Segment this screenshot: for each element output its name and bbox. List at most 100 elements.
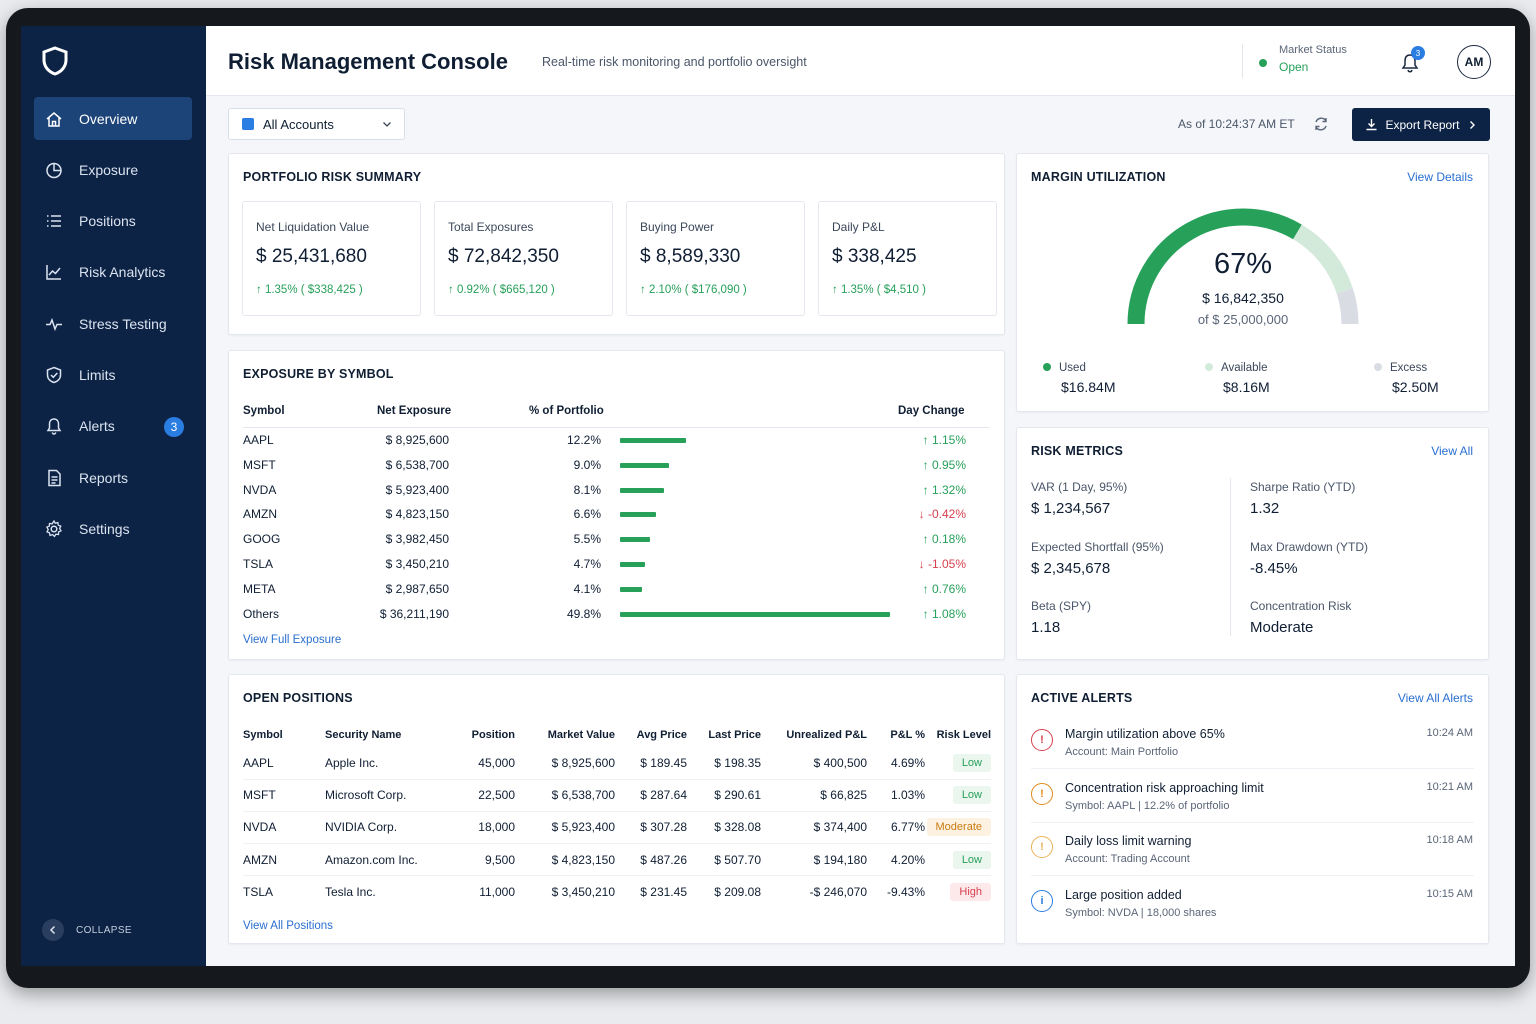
user-avatar[interactable]: AM xyxy=(1457,45,1491,79)
exposure-row[interactable]: NVDA $ 5,923,400 8.1% ↑ 1.32% xyxy=(229,479,1004,504)
exposure-pct: 4.7% xyxy=(573,557,601,571)
exposure-pct: 6.6% xyxy=(573,507,601,522)
col-header[interactable]: Unrealized P&L xyxy=(786,729,867,741)
exposure-day-change: ↑ 0.95% xyxy=(922,457,966,472)
pie-chart-icon xyxy=(46,162,62,179)
gauge-excess-arc xyxy=(1336,288,1359,325)
main-content: Risk Management Console Real-time risk m… xyxy=(206,26,1515,966)
exposure-row[interactable]: TSLA $ 3,450,210 4.7% ↓ -1.05% xyxy=(229,553,1004,578)
exposure-net: $ 6,538,700 xyxy=(385,457,449,472)
top-bar: Risk Management Console Real-time risk m… xyxy=(206,26,1515,96)
metric-label: Max Drawdown (YTD) xyxy=(1250,539,1369,554)
exposure-pct: 12.2% xyxy=(566,433,601,447)
sidebar-item-settings[interactable]: Settings xyxy=(34,507,192,550)
kpi-value: $ 338,425 xyxy=(832,246,917,267)
cell-name: Apple Inc. xyxy=(325,755,379,770)
legend-value: $16.84M xyxy=(1061,379,1116,395)
kpi-change: ↑ 1.35% ( $338,425 ) xyxy=(256,284,363,296)
margin-used-amount: $ 16,842,350 xyxy=(1202,290,1284,306)
alert-item[interactable]: i Large position added Symbol: NVDA | 18,0… xyxy=(1031,884,1473,937)
exposure-row[interactable]: META $ 2,987,650 4.1% ↑ 0.76% xyxy=(229,578,1004,603)
exposure-row[interactable]: AAPL $ 8,925,600 12.2% ↑ 1.15% xyxy=(229,429,1004,454)
sidebar-item-reports[interactable]: Reports xyxy=(34,456,192,499)
exposure-pct: 9.0% xyxy=(573,457,601,472)
cell-position: 11,000 xyxy=(443,875,515,908)
col-header[interactable]: Last Price xyxy=(708,729,761,741)
view-all-alerts-link[interactable]: View All Alerts xyxy=(1397,691,1473,705)
refresh-icon[interactable] xyxy=(1313,116,1329,132)
sidebar-item-exposure[interactable]: Exposure xyxy=(34,148,192,191)
metric-value: 1.18 xyxy=(1031,619,1061,636)
sidebar-item-stress-testing[interactable]: Stress Testing xyxy=(34,302,192,345)
card-title: EXPOSURE BY SYMBOL xyxy=(243,367,394,381)
exposure-day-change: ↑ 1.32% xyxy=(922,482,966,497)
cell-last: $ 328.08 xyxy=(687,810,761,844)
shield-check-icon xyxy=(46,366,62,384)
accounts-icon xyxy=(242,118,254,130)
open-positions-card: OPEN POSITIONS Symbol Security Name Positi… xyxy=(228,674,1005,944)
exposure-pct: 49.8% xyxy=(566,606,601,621)
col-header[interactable]: Risk Level xyxy=(936,729,991,741)
cell-name: NVIDIA Corp. xyxy=(325,810,443,844)
alert-circle-icon: ! xyxy=(1031,729,1053,751)
col-header[interactable]: Position xyxy=(471,729,515,741)
alert-item[interactable]: ! Daily loss limit warning Account: Tradin… xyxy=(1031,830,1473,883)
table-row[interactable]: AAPL Apple Inc. 45,000 $ 8,925,600 $ 189.45 $… xyxy=(243,747,991,779)
metric-label: Sharpe Ratio (YTD) xyxy=(1250,480,1356,494)
col-header[interactable]: Security Name xyxy=(325,729,402,741)
risk-level-cell: Low xyxy=(925,778,991,812)
exposure-row[interactable]: AMZN $ 4,823,150 6.6% ↓ -0.42% xyxy=(229,503,1004,528)
sidebar-item-positions[interactable]: Positions xyxy=(34,200,192,243)
cell-pnl: $ 374,400 xyxy=(761,810,867,844)
exposure-pct: 5.5% xyxy=(573,532,601,547)
kpi-label: Daily P&L xyxy=(832,220,885,234)
exposure-day-change: ↑ 1.15% xyxy=(922,433,966,447)
exposure-row[interactable]: GOOG $ 3,982,450 5.5% ↑ 0.18% xyxy=(229,528,1004,553)
cell-pnl: $ 400,500 xyxy=(813,755,867,770)
export-report-button[interactable]: Export Report xyxy=(1352,108,1490,141)
sidebar-item-overview[interactable]: Overview xyxy=(34,97,192,140)
cell-position: 45,000 xyxy=(478,755,515,770)
col-header[interactable]: Symbol xyxy=(243,729,283,741)
col-header[interactable]: Avg Price xyxy=(636,729,687,741)
col-header[interactable]: P&L % xyxy=(890,729,925,741)
sidebar-item-label: Stress Testing xyxy=(79,315,167,332)
chevron-right-icon xyxy=(1469,120,1475,129)
alert-glyph: ! xyxy=(1040,734,1044,746)
account-select[interactable]: All Accounts xyxy=(228,108,405,140)
col-header[interactable]: Market Value xyxy=(547,729,615,741)
view-all-metrics-link[interactable]: View All xyxy=(1431,444,1473,458)
alert-item[interactable]: ! Margin utilization above 65% Account: Ma… xyxy=(1031,723,1473,776)
table-row[interactable]: MSFT Microsoft Corp. 22,500 $ 6,538,700 $ 28… xyxy=(243,778,991,812)
cell-pct: 6.77% xyxy=(867,810,925,844)
cell-position: 18,000 xyxy=(443,810,515,844)
exposure-row[interactable]: Others $ 36,211,190 49.8% ↑ 1.08% xyxy=(229,603,1004,628)
risk-level-cell: Low xyxy=(925,843,991,876)
alert-subtitle: Account: Trading Account xyxy=(1065,853,1190,865)
alert-glyph: i xyxy=(1040,894,1044,907)
exposure-row[interactable]: MSFT $ 6,538,700 9.0% ↑ 0.95% xyxy=(229,454,1004,479)
table-row[interactable]: NVDA NVIDIA Corp. 18,000 $ 5,923,400 $ 307.2… xyxy=(243,810,991,844)
sidebar-item-limits[interactable]: Limits xyxy=(34,353,192,396)
view-full-exposure-link[interactable]: View Full Exposure xyxy=(243,634,342,646)
collapse-button[interactable]: COLLAPSE xyxy=(42,919,132,941)
view-details-link[interactable]: View Details xyxy=(1407,170,1473,184)
alert-divider xyxy=(1031,821,1474,823)
sidebar-item-alerts[interactable]: Alerts 3 xyxy=(34,405,192,448)
table-row[interactable]: AMZN Amazon.com Inc. 9,500 $ 4,823,150 $ 487… xyxy=(243,843,991,876)
exposure-symbol: AAPL xyxy=(243,433,274,447)
bell-icon xyxy=(46,418,62,436)
alert-item[interactable]: ! Concentration risk approaching limit Sym… xyxy=(1031,777,1473,830)
metric-value: -8.45% xyxy=(1250,559,1298,577)
col-header-symbol: Symbol xyxy=(243,405,285,417)
exposure-day-change: ↓ -0.42% xyxy=(918,507,966,522)
alert-subtitle: Symbol: NVDA | 18,000 shares xyxy=(1065,906,1217,919)
sidebar-item-risk-analytics[interactable]: Risk Analytics xyxy=(34,251,192,294)
metrics-divider xyxy=(1230,478,1231,636)
cell-avg: $ 287.64 xyxy=(615,778,687,812)
table-row[interactable]: TSLA Tesla Inc. 11,000 $ 3,450,210 $ 231.45 $… xyxy=(243,875,991,908)
metric-value: 1.32 xyxy=(1250,500,1280,517)
kpi-card: Daily P&L $ 338,425 ↑ 1.35% ( $4,510 ) xyxy=(818,201,997,316)
view-all-positions-link[interactable]: View All Positions xyxy=(243,920,333,932)
cell-mv: $ 6,538,700 xyxy=(515,778,615,812)
